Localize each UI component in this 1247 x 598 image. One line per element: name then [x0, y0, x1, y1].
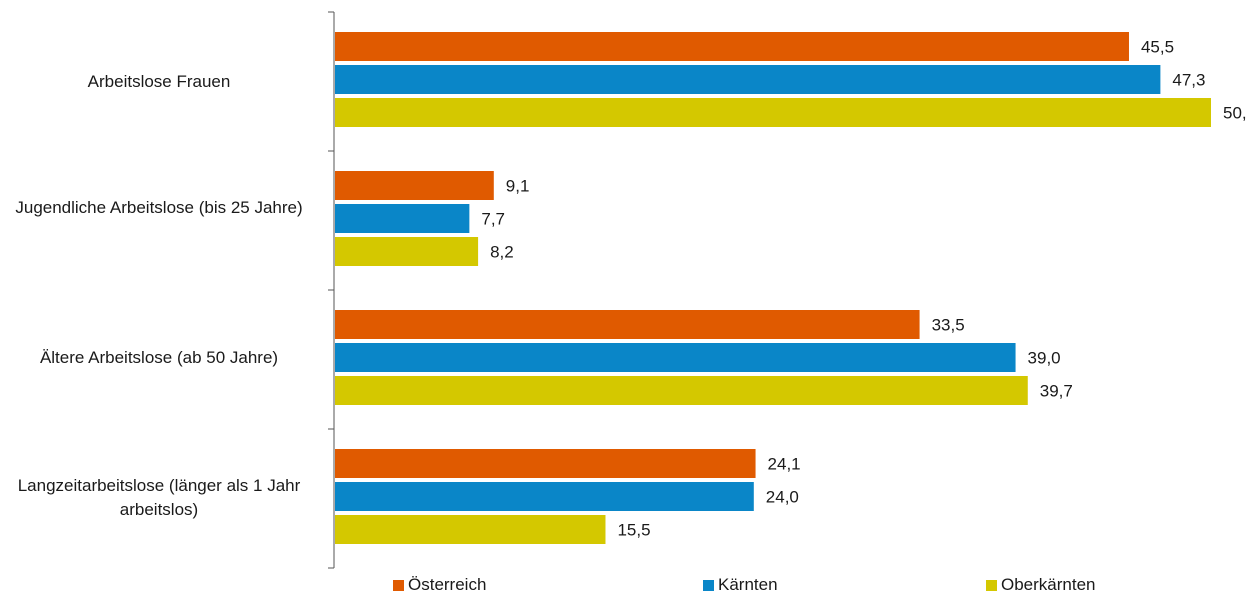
- bar-1-3: [335, 482, 754, 511]
- bar-2-3: [335, 515, 606, 544]
- bar-0-3: [335, 449, 756, 478]
- legend-label-kaernten: Kärnten: [718, 575, 778, 594]
- legend-swatch-oesterreich: [393, 579, 404, 591]
- bar-0-0: [335, 32, 1129, 61]
- category-label-3: Langzeitarbeitslose (länger als 1 Jahr a…: [17, 476, 301, 519]
- bar-2-0: [335, 98, 1211, 127]
- data-label-1-3: 24,0: [766, 488, 799, 507]
- legend-swatch-oberkaernten: [986, 579, 997, 591]
- legend-item-oberkaernten: Oberkärnten: [986, 574, 1096, 596]
- bar-0-1: [335, 171, 494, 200]
- legend-label-oesterreich: Österreich: [408, 575, 487, 594]
- data-label-2-2: 39,7: [1040, 382, 1073, 401]
- bar-2-2: [335, 376, 1028, 405]
- legend-item-oesterreich: Österreich: [393, 574, 486, 596]
- legend-label-oberkaernten: Oberkärnten: [1001, 575, 1096, 594]
- data-label-0-0: 45,5: [1141, 38, 1174, 57]
- data-label-0-3: 24,1: [768, 455, 801, 474]
- bar-2-1: [335, 237, 479, 266]
- bar-1-0: [335, 65, 1161, 94]
- data-label-2-3: 15,5: [617, 521, 650, 540]
- category-label-2: Ältere Arbeitslose (ab 50 Jahre): [39, 348, 279, 367]
- data-label-0-2: 33,5: [932, 316, 965, 335]
- bar-0-2: [335, 310, 920, 339]
- bar-1-2: [335, 343, 1016, 372]
- data-label-1-0: 47,3: [1172, 71, 1205, 90]
- category-label-0: Arbeitslose Frauen: [87, 72, 231, 91]
- bar-1-1: [335, 204, 470, 233]
- data-label-1-2: 39,0: [1028, 349, 1061, 368]
- category-label-1: Jugendliche Arbeitslose (bis 25 Jahre): [15, 198, 303, 217]
- legend-item-kaernten: Kärnten: [703, 574, 778, 596]
- data-label-2-0: 50,2: [1223, 104, 1247, 123]
- data-label-1-1: 7,7: [481, 210, 505, 229]
- legend-swatch-kaernten: [703, 579, 714, 591]
- data-label-2-1: 8,2: [490, 243, 514, 262]
- data-label-0-1: 9,1: [506, 177, 530, 196]
